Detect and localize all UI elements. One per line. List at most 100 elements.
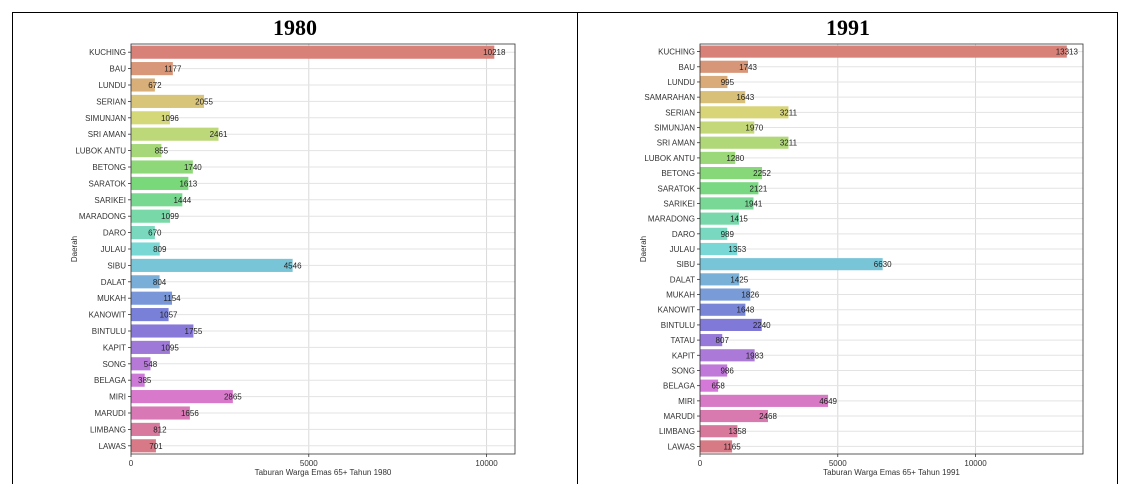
bar [131, 160, 193, 174]
data-label: 548 [144, 360, 158, 369]
data-label: 1353 [728, 245, 746, 254]
bar [131, 340, 170, 354]
bar [131, 209, 171, 223]
data-label: 1425 [730, 275, 748, 284]
data-label: 812 [153, 425, 167, 434]
data-label: 3211 [780, 139, 798, 148]
category-label: LAWAS [668, 442, 695, 451]
x-tick-label: 5000 [300, 459, 318, 468]
bar [700, 258, 883, 271]
bar [131, 324, 194, 338]
bar [700, 288, 751, 301]
data-label: 2865 [224, 393, 242, 402]
bar [131, 422, 160, 436]
data-label: 1648 [737, 306, 755, 315]
data-label: 2252 [753, 169, 771, 178]
bar [700, 364, 728, 377]
data-label: 1826 [741, 291, 759, 300]
data-label: 10218 [483, 48, 506, 57]
category-label: BELAGA [94, 376, 127, 385]
bar [131, 62, 173, 76]
data-label: 1656 [181, 409, 199, 418]
x-axis-label: Taburan Warga Emas 65+ Tahun 1980 [255, 468, 392, 477]
data-label: 989 [721, 230, 735, 239]
category-label: SIBU [107, 261, 126, 270]
data-label: 1740 [184, 163, 202, 172]
category-label: SIMUNJAN [85, 114, 126, 123]
category-label: LUNDU [667, 78, 695, 87]
data-label: 4546 [284, 261, 302, 270]
bar [700, 212, 739, 225]
data-label: 809 [153, 245, 167, 254]
x-tick-label: 5000 [829, 459, 847, 468]
data-label: 3211 [780, 108, 798, 117]
bar [131, 111, 170, 125]
category-label: KANOWIT [658, 306, 695, 315]
bar [700, 182, 759, 195]
category-label: MUKAH [97, 294, 126, 303]
category-label: KAPIT [103, 343, 126, 352]
category-label: SARATOK [89, 179, 127, 188]
data-label: 1177 [164, 65, 182, 74]
category-label: BETONG [92, 163, 126, 172]
data-label: 701 [149, 442, 163, 451]
data-label: 804 [153, 278, 167, 287]
category-label: SONG [102, 360, 126, 369]
x-tick-label: 0 [698, 459, 703, 468]
data-label: 1444 [173, 196, 191, 205]
category-label: SONG [671, 366, 695, 375]
bar [131, 308, 169, 322]
category-label: MUKAH [666, 291, 695, 300]
category-label: MIRI [678, 397, 695, 406]
data-label: 1154 [163, 294, 181, 303]
bar [131, 390, 233, 404]
figure-frame [12, 12, 1118, 484]
bar [700, 197, 754, 210]
bar [131, 176, 189, 190]
data-label: 1755 [185, 327, 203, 336]
category-label: MIRI [109, 393, 126, 402]
category-label: LIMBANG [90, 425, 126, 434]
data-label: 1358 [729, 427, 747, 436]
y-axis-label: Daerah [639, 236, 648, 262]
x-tick-label: 0 [129, 459, 134, 468]
data-label: 385 [138, 376, 152, 385]
category-label: SERIAN [96, 97, 126, 106]
category-label: SERIAN [665, 108, 695, 117]
x-axis-label: Taburan Warga Emas 65+ Tahun 1991 [823, 468, 960, 477]
plot-area-border [130, 43, 516, 455]
data-label: 1983 [746, 351, 764, 360]
bar [700, 91, 746, 104]
data-label: 1415 [730, 215, 748, 224]
bar [700, 227, 728, 240]
data-label: 2121 [750, 184, 768, 193]
data-label: 1643 [736, 93, 754, 102]
x-tick-label: 10000 [475, 459, 498, 468]
bar [700, 394, 829, 407]
bar [131, 78, 155, 92]
category-label: LIMBANG [659, 427, 695, 436]
chart-panel-1980: 1980 10218 KUCHING 1177 BAU 672 LUNDU 2055 SERI… [13, 12, 577, 484]
bar [700, 318, 762, 331]
category-label: SIMUNJAN [654, 124, 695, 133]
category-label: KAPIT [672, 351, 695, 360]
category-label: JULAU [670, 245, 696, 254]
data-label: 1941 [745, 199, 763, 208]
bar [131, 94, 205, 108]
data-label: 670 [148, 229, 162, 238]
category-label: MARUDI [663, 412, 695, 421]
data-label: 1095 [161, 343, 179, 352]
data-label: 1280 [726, 154, 744, 163]
bar-chart-1991: 13313 KUCHING 1743 BAU 995 LUNDU 1643 SAMARAHAN… [639, 43, 1084, 477]
category-label: BETONG [661, 169, 695, 178]
data-label: 855 [155, 147, 169, 156]
category-label: LUNDU [98, 81, 126, 90]
category-label: LUBOK ANTU [644, 154, 695, 163]
category-label: SARIKEI [663, 199, 695, 208]
category-label: TATAU [671, 336, 696, 345]
category-label: JULAU [101, 245, 127, 254]
category-label: LUBOK ANTU [75, 147, 126, 156]
bar [131, 439, 156, 453]
category-label: DARO [103, 229, 126, 238]
bar [700, 349, 755, 362]
